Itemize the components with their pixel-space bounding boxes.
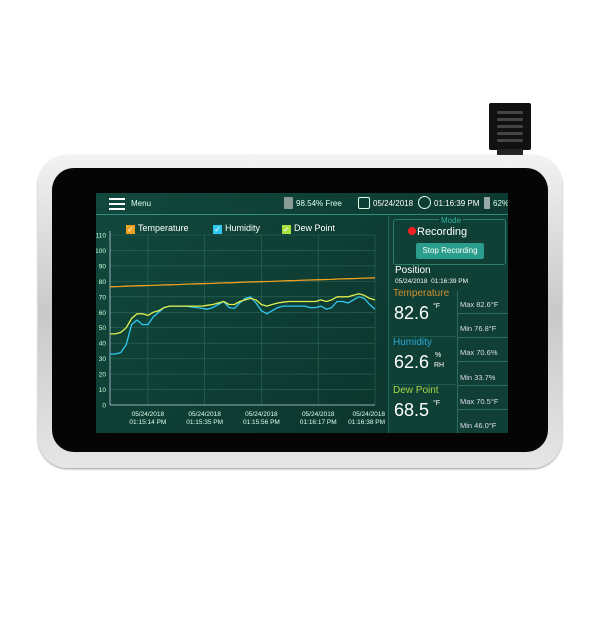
legend-dew-point[interactable]: ✓ Dew Point (282, 223, 335, 234)
legend-label: Temperature (138, 223, 189, 233)
y-tick-label: 10 (99, 387, 107, 394)
humidity-value: 62.6 (394, 352, 430, 372)
menu-label[interactable]: Menu (131, 199, 152, 208)
position-time: 05/24/2018 01:16:39 PM (395, 278, 469, 285)
device-screen: Menu 98.54% Free 05/24/2018 01:16:39 PM … (96, 193, 508, 433)
x-tick-date: 05/24/2018 (132, 411, 165, 418)
y-tick-label: 0 (102, 403, 106, 410)
x-tick-time: 01:15:14 PM (129, 419, 166, 426)
x-tick-date: 05/24/2018 (245, 411, 278, 418)
side-panel: Mode Recording Stop Recording Position 0… (388, 216, 508, 433)
series-line-temperature (109, 277, 376, 288)
dew-point-label: Dew Point (393, 385, 439, 396)
checkbox-icon[interactable]: ✓ (126, 225, 135, 234)
battery-icon (484, 197, 490, 209)
recording-status: Recording (408, 226, 467, 238)
stop-recording-button[interactable]: Stop Recording (416, 243, 484, 259)
legend-temperature[interactable]: ✓ Temperature (126, 223, 189, 234)
date-display: 05/24/2018 (373, 199, 414, 208)
position-label: Position (395, 265, 431, 276)
y-tick-label: 50 (99, 325, 107, 332)
y-tick-label: 80 (99, 279, 107, 286)
dew-point-value: 68.5 (394, 400, 430, 420)
storage-free: 98.54% Free (296, 199, 342, 208)
minmax-divider (457, 291, 458, 433)
x-tick-date: 05/24/2018 (352, 411, 385, 418)
temperature-min: Min 76.8°F (460, 324, 497, 333)
y-tick-label: 100 (96, 248, 106, 255)
menu-icon[interactable] (109, 198, 125, 210)
x-tick-time: 01:16:38 PM (348, 419, 385, 426)
y-tick-label: 70 (99, 294, 107, 301)
series-line-dew-point (110, 293, 376, 335)
checkbox-icon[interactable]: ✓ (282, 225, 291, 234)
dew-point-min: Min 46.0°F (460, 421, 497, 430)
sensor-neck (497, 149, 523, 157)
sensor-probe (489, 103, 531, 150)
battery-level: 62% (493, 199, 508, 208)
temperature-unit: °F (433, 303, 441, 310)
top-bar: Menu 98.54% Free 05/24/2018 01:16:39 PM … (96, 193, 508, 215)
mode-label: Mode (439, 216, 464, 225)
calendar-icon (358, 197, 370, 209)
humidity-unit-rh: RH (434, 362, 445, 369)
y-tick-label: 60 (99, 310, 107, 317)
y-tick-label: 30 (99, 356, 107, 363)
humidity-max: Max 70.6% (460, 348, 498, 357)
y-tick-label: 110 (96, 233, 106, 240)
clock-icon (418, 196, 431, 209)
x-tick-time: 01:15:56 PM (243, 419, 280, 426)
legend-label: Dew Point (294, 223, 336, 233)
legend-humidity[interactable]: ✓ Humidity (213, 223, 260, 234)
dew-point-unit: °F (433, 400, 441, 407)
x-tick-time: 01:16:17 PM (300, 419, 337, 426)
record-icon (408, 227, 416, 235)
temperature-label: Temperature (393, 288, 450, 299)
temperature-max: Max 82.6°F (460, 300, 499, 309)
series-line-humidity (110, 296, 376, 355)
humidity-min: Min 33.7% (460, 373, 496, 382)
x-tick-date: 05/24/2018 (302, 411, 335, 418)
y-tick-label: 20 (99, 372, 107, 379)
time-display: 01:16:39 PM (434, 199, 480, 208)
x-tick-time: 01:15:35 PM (186, 419, 223, 426)
y-tick-label: 90 (99, 263, 107, 270)
legend-label: Humidity (225, 223, 261, 233)
status-text: Recording (417, 226, 468, 238)
storage-icon (284, 197, 293, 209)
humidity-label: Humidity (393, 337, 432, 348)
temperature-value: 82.6 (394, 303, 430, 323)
y-tick-label: 40 (99, 341, 107, 348)
mode-box: Mode Recording Stop Recording (393, 216, 506, 265)
dew-point-max: Max 70.5°F (460, 397, 499, 406)
humidity-unit: % (435, 352, 442, 359)
line-chart: 010203040506070809010011005/24/201801:15… (96, 231, 385, 426)
checkbox-icon[interactable]: ✓ (213, 225, 222, 234)
x-tick-date: 05/24/2018 (188, 411, 221, 418)
